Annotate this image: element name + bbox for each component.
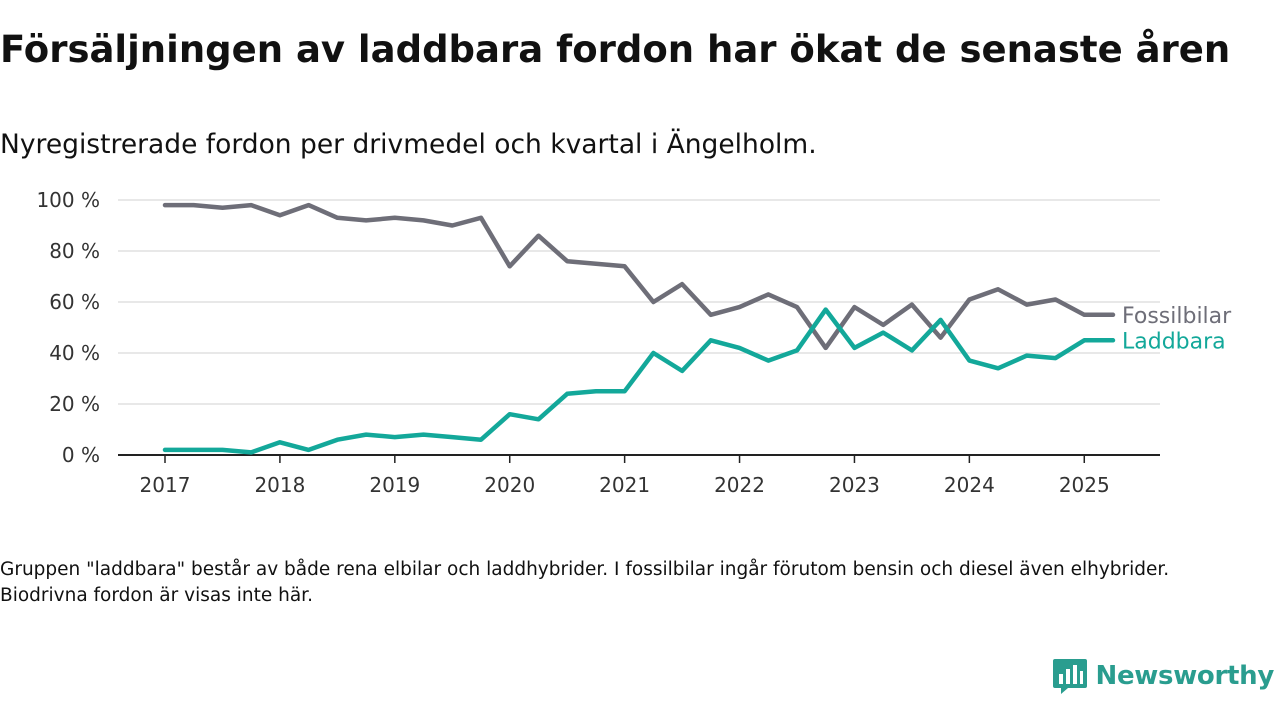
x-tick-label: 2022	[714, 473, 765, 497]
series-label-fossilbilar: Fossilbilar	[1122, 304, 1232, 329]
series-group	[162, 202, 1116, 455]
chart-subtitle: Nyregistrerade fordon per drivmedel och …	[0, 129, 817, 160]
x-tick-label: 2023	[829, 473, 880, 497]
x-tick-label: 2025	[1059, 473, 1110, 497]
brand-logo[interactable]: Newsworthy	[1052, 656, 1274, 696]
brand-name: Newsworthy	[1095, 661, 1275, 691]
series-line-laddbara	[162, 307, 1116, 455]
y-tick-label: 100 %	[36, 188, 100, 212]
newsworthy-logo-icon	[1052, 659, 1087, 694]
y-tick-label: 20 %	[49, 392, 100, 416]
series-line-fossilbilar	[162, 202, 1116, 351]
x-tick-label: 2017	[140, 473, 191, 497]
series-label-laddbara: Laddbara	[1122, 329, 1226, 354]
y-tick-label: 80 %	[49, 239, 100, 263]
chart-title: Försäljningen av laddbara fordon har öka…	[0, 28, 1231, 71]
y-tick-label: 60 %	[49, 290, 100, 314]
y-axis: 0 % 20 % 40 % 60 % 80 % 100 %	[36, 188, 100, 467]
footnote: Gruppen "laddbara" består av både rena e…	[0, 559, 1170, 606]
gridlines	[118, 199, 1160, 405]
x-tick-label: 2018	[254, 473, 305, 497]
line-chart: 0 % 20 % 40 % 60 % 80 % 100 % 2017 2018 2019 202…	[36, 188, 1232, 497]
x-tick-label: 2019	[369, 473, 420, 497]
y-tick-label: 40 %	[49, 341, 100, 365]
x-axis: 2017 2018 2019 2020 2021 2022 2023 2024 2025	[118, 454, 1160, 497]
x-tick-label: 2021	[599, 473, 650, 497]
y-tick-label: 0 %	[62, 443, 100, 467]
x-tick-label: 2024	[944, 473, 995, 497]
x-tick-label: 2020	[484, 473, 535, 497]
